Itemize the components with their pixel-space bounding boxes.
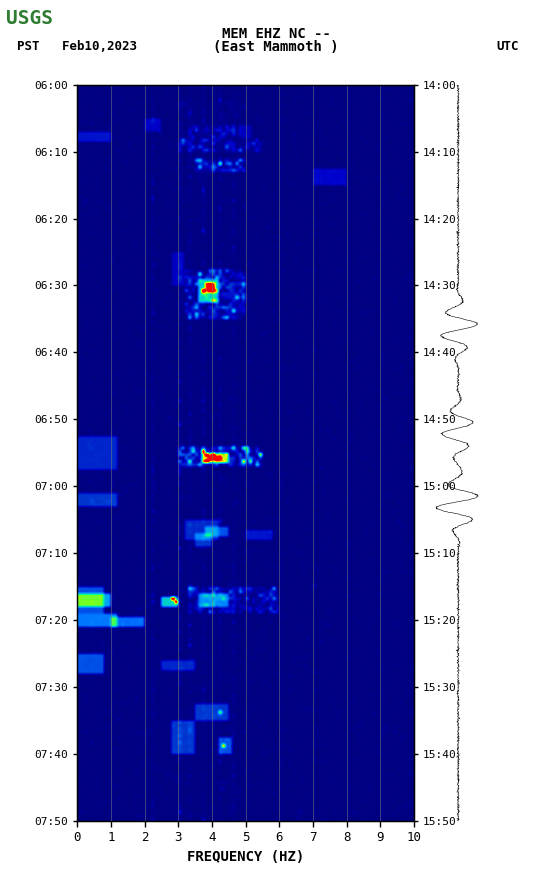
X-axis label: FREQUENCY (HZ): FREQUENCY (HZ) — [187, 849, 304, 863]
Text: USGS: USGS — [6, 9, 52, 28]
Text: MEM EHZ NC --: MEM EHZ NC -- — [221, 27, 331, 41]
Text: (East Mammoth ): (East Mammoth ) — [213, 40, 339, 54]
Text: UTC: UTC — [497, 40, 519, 54]
Text: PST   Feb10,2023: PST Feb10,2023 — [17, 40, 136, 54]
